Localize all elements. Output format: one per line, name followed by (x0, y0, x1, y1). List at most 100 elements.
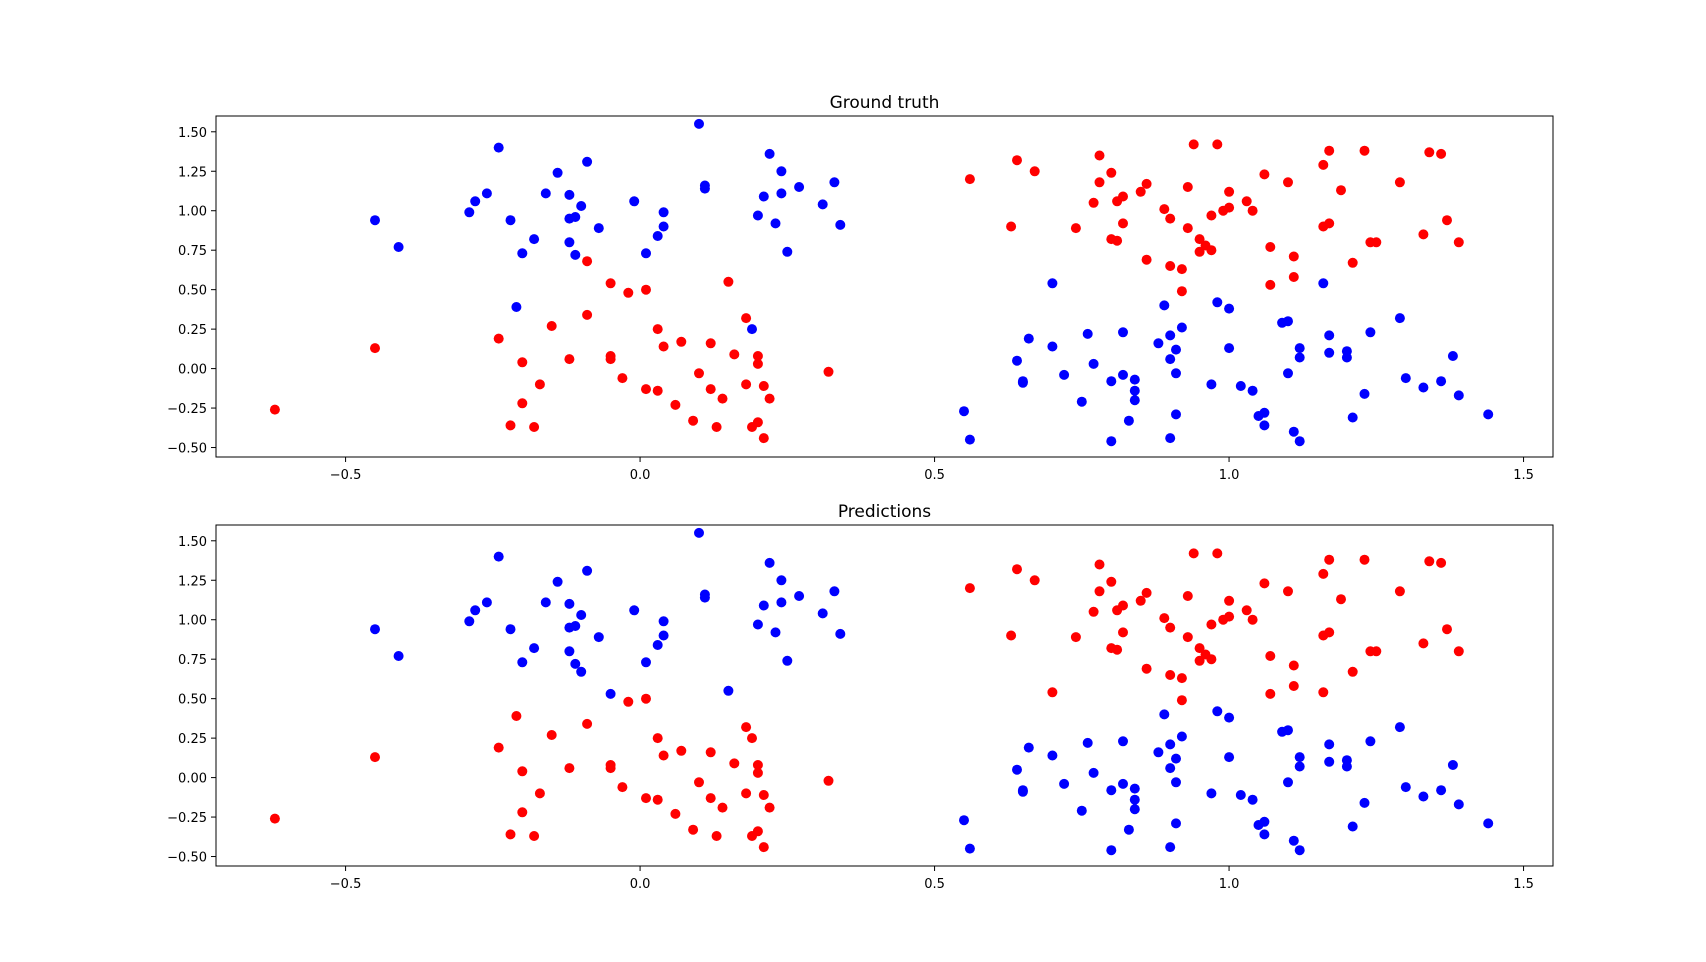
scatter-point (741, 379, 752, 390)
scatter-point (711, 831, 722, 841)
scatter-point (493, 742, 504, 753)
scatter-point (1359, 554, 1370, 565)
scatter-point (1259, 169, 1270, 180)
scatter-point (705, 793, 716, 804)
scatter-point (564, 354, 575, 365)
scatter-point (782, 246, 793, 257)
scatter-point (1442, 624, 1452, 635)
x-tick-label: 1.0 (1219, 877, 1240, 892)
scatter-point (1483, 818, 1494, 829)
scatter-point (1153, 747, 1164, 758)
scatter-point (1123, 824, 1134, 835)
scatter-point (564, 598, 575, 609)
scatter-point (1106, 785, 1117, 796)
scatter-point (1324, 347, 1335, 358)
scatter-point (1418, 382, 1429, 393)
scatter-point (1283, 177, 1293, 188)
scatter-point (823, 775, 834, 786)
scatter-point (605, 278, 616, 289)
scatter-point (1047, 278, 1058, 289)
scatter-point (964, 583, 975, 594)
scatter-point (1224, 186, 1235, 197)
scatter-point (641, 793, 651, 804)
y-tick-label: 0.00 (178, 363, 207, 378)
scatter-point (370, 624, 380, 635)
scatter-point (1141, 178, 1152, 189)
x-tick-label: 0.5 (924, 468, 945, 483)
scatter-point (1088, 197, 1099, 208)
scatter-point (1165, 261, 1176, 271)
scatter-point (1029, 166, 1040, 177)
scatter-point (1294, 761, 1305, 772)
scatter-point (1247, 794, 1258, 805)
y-tick-label: −0.25 (167, 402, 207, 417)
scatter-point (1171, 753, 1181, 764)
scatter-point (1324, 554, 1335, 565)
scatter-point (694, 368, 704, 379)
scatter-point (676, 336, 687, 347)
scatter-point (758, 842, 769, 853)
scatter-point (1453, 646, 1464, 657)
x-tick-label: −0.5 (330, 468, 362, 483)
scatter-point (582, 565, 593, 576)
scatter-point (964, 434, 975, 445)
scatter-point (1294, 436, 1305, 447)
scatter-point (1023, 742, 1034, 753)
y-tick-label: 0.25 (178, 323, 207, 338)
scatter-point (705, 338, 716, 349)
scatter-point (717, 802, 728, 813)
scatter-point (752, 351, 763, 361)
scatter-point (752, 358, 763, 369)
scatter-point (1224, 752, 1235, 763)
scatter-point (1165, 739, 1176, 750)
scatter-point (1324, 218, 1335, 229)
scatter-point (1453, 390, 1464, 401)
scatter-point (582, 256, 593, 267)
scatter-point (1129, 804, 1140, 815)
scatter-point (393, 651, 404, 661)
scatter-point (1006, 630, 1017, 641)
scatter-point (1182, 182, 1193, 192)
y-tick-label: 1.25 (178, 574, 207, 589)
plot-area-frame (215, 115, 1554, 458)
scatter-point (1129, 374, 1140, 385)
scatter-point (1176, 673, 1187, 684)
scatter-point (540, 597, 551, 608)
scatter-point (1347, 821, 1358, 832)
scatter-point (1259, 420, 1270, 431)
scatter-point (1182, 632, 1193, 643)
scatter-point (582, 718, 593, 729)
scatter-point (1171, 344, 1181, 355)
scatter-point (1224, 712, 1235, 723)
scatter-point (464, 616, 475, 627)
scatter-point (1235, 790, 1246, 800)
scatter-point (758, 191, 769, 202)
scatter-point (1247, 614, 1258, 625)
x-tick-label: −0.5 (330, 877, 362, 892)
scatter-point (1135, 595, 1146, 606)
scatter-point (564, 189, 575, 200)
scatter-point (605, 688, 616, 699)
scatter-point (1371, 237, 1382, 248)
scatter-point (1165, 763, 1176, 774)
scatter-point (1159, 300, 1170, 311)
scatter-point (1483, 409, 1494, 420)
scatter-point (1159, 709, 1170, 720)
scatter-point (582, 309, 593, 320)
scatter-point (764, 557, 775, 568)
scatter-point (570, 658, 581, 669)
scatter-point (723, 276, 734, 287)
y-tick-label: 1.50 (178, 126, 207, 141)
scatter-point (652, 640, 663, 650)
scatter-point (517, 248, 528, 259)
scatter-point (1294, 343, 1305, 354)
scatter-point (370, 343, 380, 354)
scatter-point (711, 422, 722, 432)
scatter-point (817, 199, 828, 210)
scatter-point (658, 616, 669, 627)
scatter-point (1165, 433, 1176, 444)
scatter-point (464, 207, 475, 218)
scatter-point (1453, 237, 1464, 248)
scatter-point (770, 627, 781, 638)
scatter-point (1288, 272, 1299, 282)
